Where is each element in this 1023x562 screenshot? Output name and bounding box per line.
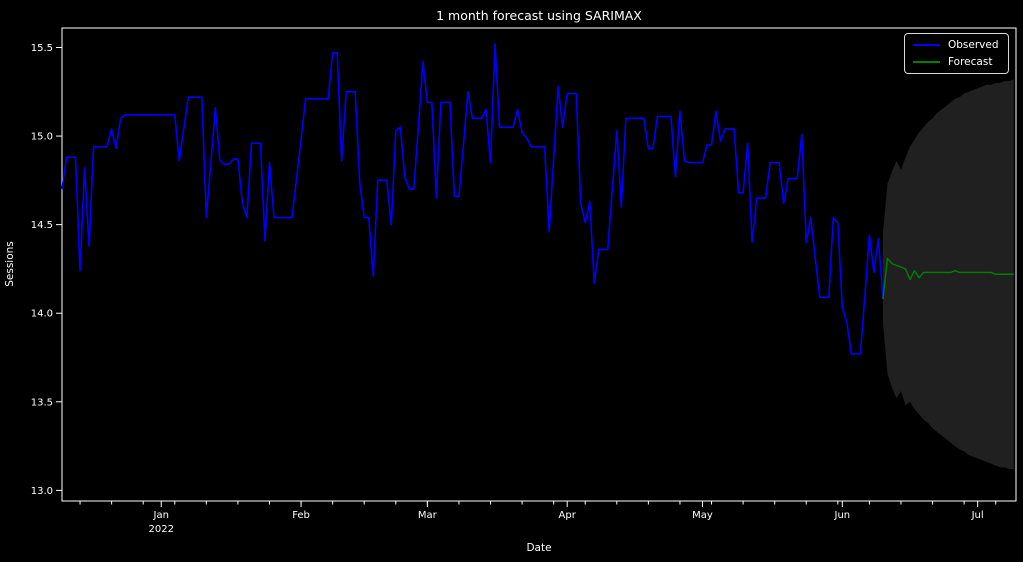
legend-forecast-label: Forecast — [948, 56, 993, 68]
x-tick-sublabel: 2022 — [149, 524, 174, 535]
legend: Observed Forecast — [904, 33, 1009, 74]
x-axis-label: Date — [526, 542, 551, 554]
legend-observed-label: Observed — [948, 39, 999, 51]
forecast-line-swatch — [913, 61, 940, 63]
x-tick-label: Mar — [418, 510, 438, 521]
legend-item-observed: Observed — [913, 39, 999, 51]
x-tick-label: May — [692, 510, 713, 521]
chart-title: 1 month forecast using SARIMAX — [436, 8, 642, 23]
plot-border — [61, 27, 1017, 502]
y-tick-label: 14.0 — [31, 309, 53, 320]
x-tick-label: Apr — [559, 510, 577, 521]
x-tick-label: Jun — [834, 510, 851, 521]
y-axis-label: Sessions — [4, 241, 16, 287]
y-tick-label: 13.5 — [31, 397, 53, 408]
observed-line-swatch — [913, 44, 940, 46]
confidence-band — [882, 79, 1014, 470]
y-tick-label: 15.5 — [31, 43, 53, 54]
x-tick-label: Jul — [971, 510, 984, 521]
y-tick-label: 15.0 — [31, 132, 53, 143]
legend-item-forecast: Forecast — [913, 56, 999, 68]
x-tick-label: Jan — [153, 510, 169, 521]
forecast-line — [882, 257, 1014, 300]
x-tick-label: Feb — [292, 510, 310, 521]
y-tick-label: 14.5 — [31, 220, 53, 231]
observed-line — [61, 43, 884, 355]
y-tick-label: 13.0 — [31, 486, 53, 497]
